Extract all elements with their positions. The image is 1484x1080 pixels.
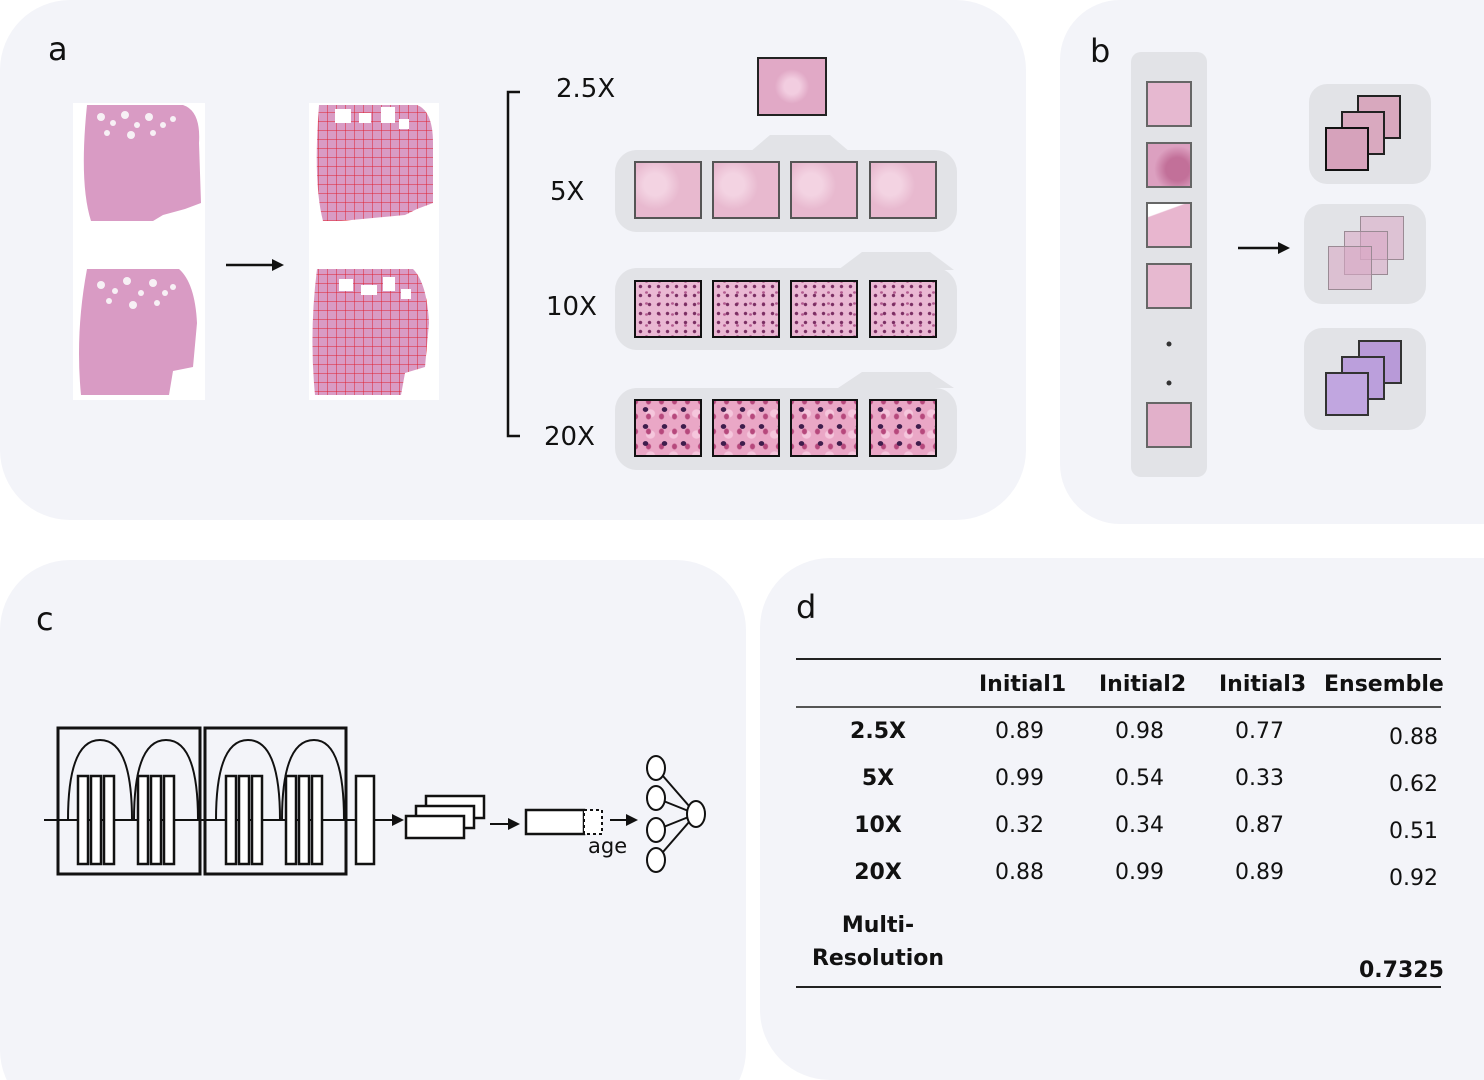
cell-value: 0.87 bbox=[1235, 813, 1284, 838]
ellipsis-dots bbox=[1166, 341, 1172, 386]
panel-c-label: c bbox=[36, 600, 54, 638]
row-label-2-5x: 2.5X bbox=[850, 719, 906, 744]
cell-value: 0.89 bbox=[1235, 860, 1284, 885]
column-tile-last bbox=[1146, 402, 1192, 448]
stack-tile-front bbox=[1328, 246, 1372, 290]
mag-label-10x: 10X bbox=[546, 292, 597, 322]
tile-20x-3 bbox=[790, 399, 858, 457]
cell-value: 0.88 bbox=[995, 860, 1044, 885]
tile-5x-4 bbox=[869, 161, 937, 219]
column-header-ensemble: Ensemble bbox=[1324, 672, 1444, 697]
panel-a-label: a bbox=[48, 30, 68, 68]
cell-value: 0.99 bbox=[1115, 860, 1164, 885]
panel-d-label: d bbox=[796, 588, 817, 626]
network-architecture-diagram bbox=[44, 726, 706, 876]
tile-5x-3 bbox=[790, 161, 858, 219]
row-label-5x: 5X bbox=[861, 766, 895, 791]
row-label-20x: 20X bbox=[854, 860, 902, 885]
panel-d bbox=[760, 558, 1484, 1080]
tile-expansion-tabs bbox=[750, 135, 954, 388]
cell-value: 0.92 bbox=[1389, 866, 1438, 891]
whole-slide-image-tiled bbox=[309, 103, 439, 400]
column-tile-4 bbox=[1146, 263, 1192, 309]
mag-label-2-5x: 2.5X bbox=[556, 74, 616, 104]
column-tile-3 bbox=[1146, 202, 1192, 248]
column-tile-2 bbox=[1146, 142, 1192, 188]
tile-2-5x bbox=[757, 57, 827, 116]
cell-value: 0.99 bbox=[995, 766, 1044, 791]
mag-label-20x: 20X bbox=[544, 422, 595, 452]
tile-20x-4 bbox=[869, 399, 937, 457]
whole-slide-image-raw bbox=[73, 103, 205, 400]
cell-value: 0.88 bbox=[1389, 725, 1438, 750]
multi-resolution-value: 0.7325 bbox=[1359, 958, 1444, 983]
stack-tile-front bbox=[1325, 372, 1369, 416]
cell-value: 0.34 bbox=[1115, 813, 1164, 838]
panel-b-label: b bbox=[1090, 32, 1111, 70]
cell-value: 0.54 bbox=[1115, 766, 1164, 791]
column-header-initial3: Initial3 bbox=[1219, 672, 1307, 697]
tile-10x-1 bbox=[634, 280, 702, 338]
row-label-multi-resolution-line1: Multi- bbox=[841, 913, 915, 938]
stack-tile-front bbox=[1325, 127, 1369, 171]
arrow-right-icon bbox=[1238, 242, 1290, 254]
tile-10x-3 bbox=[790, 280, 858, 338]
tissue-sections-raw bbox=[79, 105, 201, 395]
cell-value: 0.32 bbox=[995, 813, 1044, 838]
tile-5x-1 bbox=[634, 161, 702, 219]
table-top-rule bbox=[796, 658, 1441, 660]
cell-value: 0.89 bbox=[995, 719, 1044, 744]
tile-10x-2 bbox=[712, 280, 780, 338]
column-tile-1 bbox=[1146, 81, 1192, 127]
tile-5x-2 bbox=[712, 161, 780, 219]
cell-value: 0.51 bbox=[1389, 819, 1438, 844]
magnification-bracket bbox=[506, 90, 520, 438]
cell-value: 0.98 bbox=[1115, 719, 1164, 744]
tissue-sections-tiled bbox=[312, 105, 433, 395]
arrow-right-icon bbox=[226, 259, 284, 271]
table-bottom-rule bbox=[796, 986, 1441, 988]
tile-20x-1 bbox=[634, 399, 702, 457]
cell-value: 0.62 bbox=[1389, 772, 1438, 797]
tile-10x-4 bbox=[869, 280, 937, 338]
cell-value: 0.33 bbox=[1235, 766, 1284, 791]
column-header-initial2: Initial2 bbox=[1099, 672, 1187, 697]
table-header-rule bbox=[796, 706, 1441, 708]
column-header-initial1: Initial1 bbox=[979, 672, 1067, 697]
tile-20x-2 bbox=[712, 399, 780, 457]
age-input-label: age bbox=[588, 834, 628, 858]
mag-label-5x: 5X bbox=[550, 177, 585, 207]
row-label-10x: 10X bbox=[854, 813, 902, 838]
cell-value: 0.77 bbox=[1235, 719, 1284, 744]
row-label-multi-resolution-line2: Resolution bbox=[811, 946, 945, 971]
